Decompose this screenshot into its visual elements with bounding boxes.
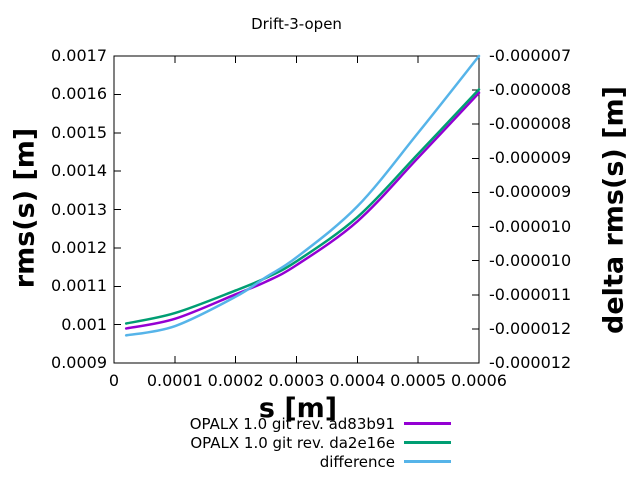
y2-tick-label: -0.000011 — [489, 284, 572, 304]
plot-border — [113, 55, 480, 364]
legend-label: OPALX 1.0 git rev. da2e16e — [190, 433, 395, 452]
legend-swatch — [404, 460, 451, 463]
legend-label: difference — [319, 452, 395, 471]
y2-tick-label: -0.000012 — [489, 318, 572, 338]
y-tick-label: 0.0013 — [51, 199, 107, 219]
x-tick-label: 0.0002 — [207, 371, 264, 390]
x-tick-label: 0 — [108, 371, 120, 390]
y-tick-label: 0.0015 — [51, 122, 107, 142]
y2-tick-label: -0.000010 — [489, 216, 572, 236]
y2-tick-label: -0.000008 — [489, 80, 572, 100]
y2-tick-label: -0.000009 — [489, 182, 572, 202]
legend-label: OPALX 1.0 git rev. ad83b91 — [189, 414, 395, 433]
y2-tick-label: -0.000012 — [489, 353, 572, 372]
legend-item: difference — [190, 452, 451, 471]
series-line-3 — [124, 54, 481, 337]
y2-tick-label: -0.000010 — [489, 250, 572, 270]
y-tick-label: 0.0017 — [51, 46, 107, 65]
y2-tick-label: -0.000007 — [489, 46, 572, 65]
legend: OPALX 1.0 git rev. ad83b91 OPALX 1.0 git … — [190, 414, 451, 471]
series-line-1 — [124, 91, 481, 330]
legend-item: OPALX 1.0 git rev. ad83b91 — [190, 414, 451, 433]
y-tick-label: 0.0009 — [51, 353, 107, 372]
y2-axis-label: delta rms(s) [m] — [598, 86, 630, 334]
y-tick-label: 0.0011 — [51, 276, 107, 296]
y-tick-label: 0.0014 — [51, 161, 107, 181]
y-tick-label: 0.0016 — [51, 84, 107, 104]
x-tick-label: 0.0004 — [329, 371, 386, 390]
x-axis-label: s [m] — [258, 393, 338, 424]
legend-swatch — [404, 422, 451, 425]
legend-swatch — [404, 441, 451, 444]
x-tick-label: 0.0005 — [390, 371, 447, 390]
x-tick-label: 0.0001 — [146, 371, 203, 390]
y-tick-label: 0.001 — [61, 314, 107, 334]
legend-item: OPALX 1.0 git rev. da2e16e — [190, 433, 451, 452]
y2-tick-label: -0.000008 — [489, 114, 572, 134]
x-tick-label: 0.0003 — [268, 371, 325, 390]
y-tick-label: 0.0012 — [51, 237, 107, 257]
chart-title: Drift-3-open — [251, 15, 342, 33]
series-line-2 — [124, 88, 481, 325]
x-tick-label: 0.0006 — [451, 371, 507, 390]
y2-tick-label: -0.000009 — [489, 148, 572, 168]
